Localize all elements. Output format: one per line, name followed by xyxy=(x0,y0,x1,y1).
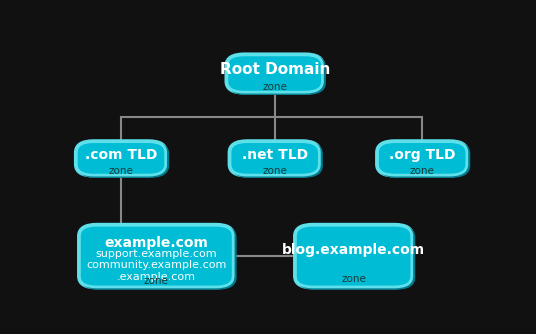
Text: zone: zone xyxy=(109,166,133,176)
Text: example.com: example.com xyxy=(105,235,209,249)
FancyBboxPatch shape xyxy=(76,142,166,175)
FancyBboxPatch shape xyxy=(377,142,467,175)
FancyBboxPatch shape xyxy=(76,142,166,175)
Text: blog.example.com: blog.example.com xyxy=(282,243,425,257)
Text: .org TLD: .org TLD xyxy=(389,148,456,162)
Text: zone: zone xyxy=(341,274,366,284)
FancyBboxPatch shape xyxy=(377,142,467,175)
Text: zone: zone xyxy=(144,277,169,287)
FancyBboxPatch shape xyxy=(230,142,319,175)
Text: zone: zone xyxy=(262,82,287,92)
Text: .net TLD: .net TLD xyxy=(242,148,308,162)
FancyBboxPatch shape xyxy=(227,55,323,92)
Text: support.example.com: support.example.com xyxy=(95,249,217,259)
Text: community.example.com: community.example.com xyxy=(86,261,227,270)
FancyBboxPatch shape xyxy=(295,225,412,287)
FancyBboxPatch shape xyxy=(79,225,233,287)
FancyBboxPatch shape xyxy=(79,225,233,287)
FancyBboxPatch shape xyxy=(230,142,319,175)
Text: .example.com: .example.com xyxy=(117,272,196,282)
Text: zone: zone xyxy=(262,166,287,176)
Text: Root Domain: Root Domain xyxy=(220,62,330,77)
Text: zone: zone xyxy=(410,166,435,176)
Text: .com TLD: .com TLD xyxy=(85,148,157,162)
FancyBboxPatch shape xyxy=(227,55,323,92)
FancyBboxPatch shape xyxy=(295,225,412,287)
